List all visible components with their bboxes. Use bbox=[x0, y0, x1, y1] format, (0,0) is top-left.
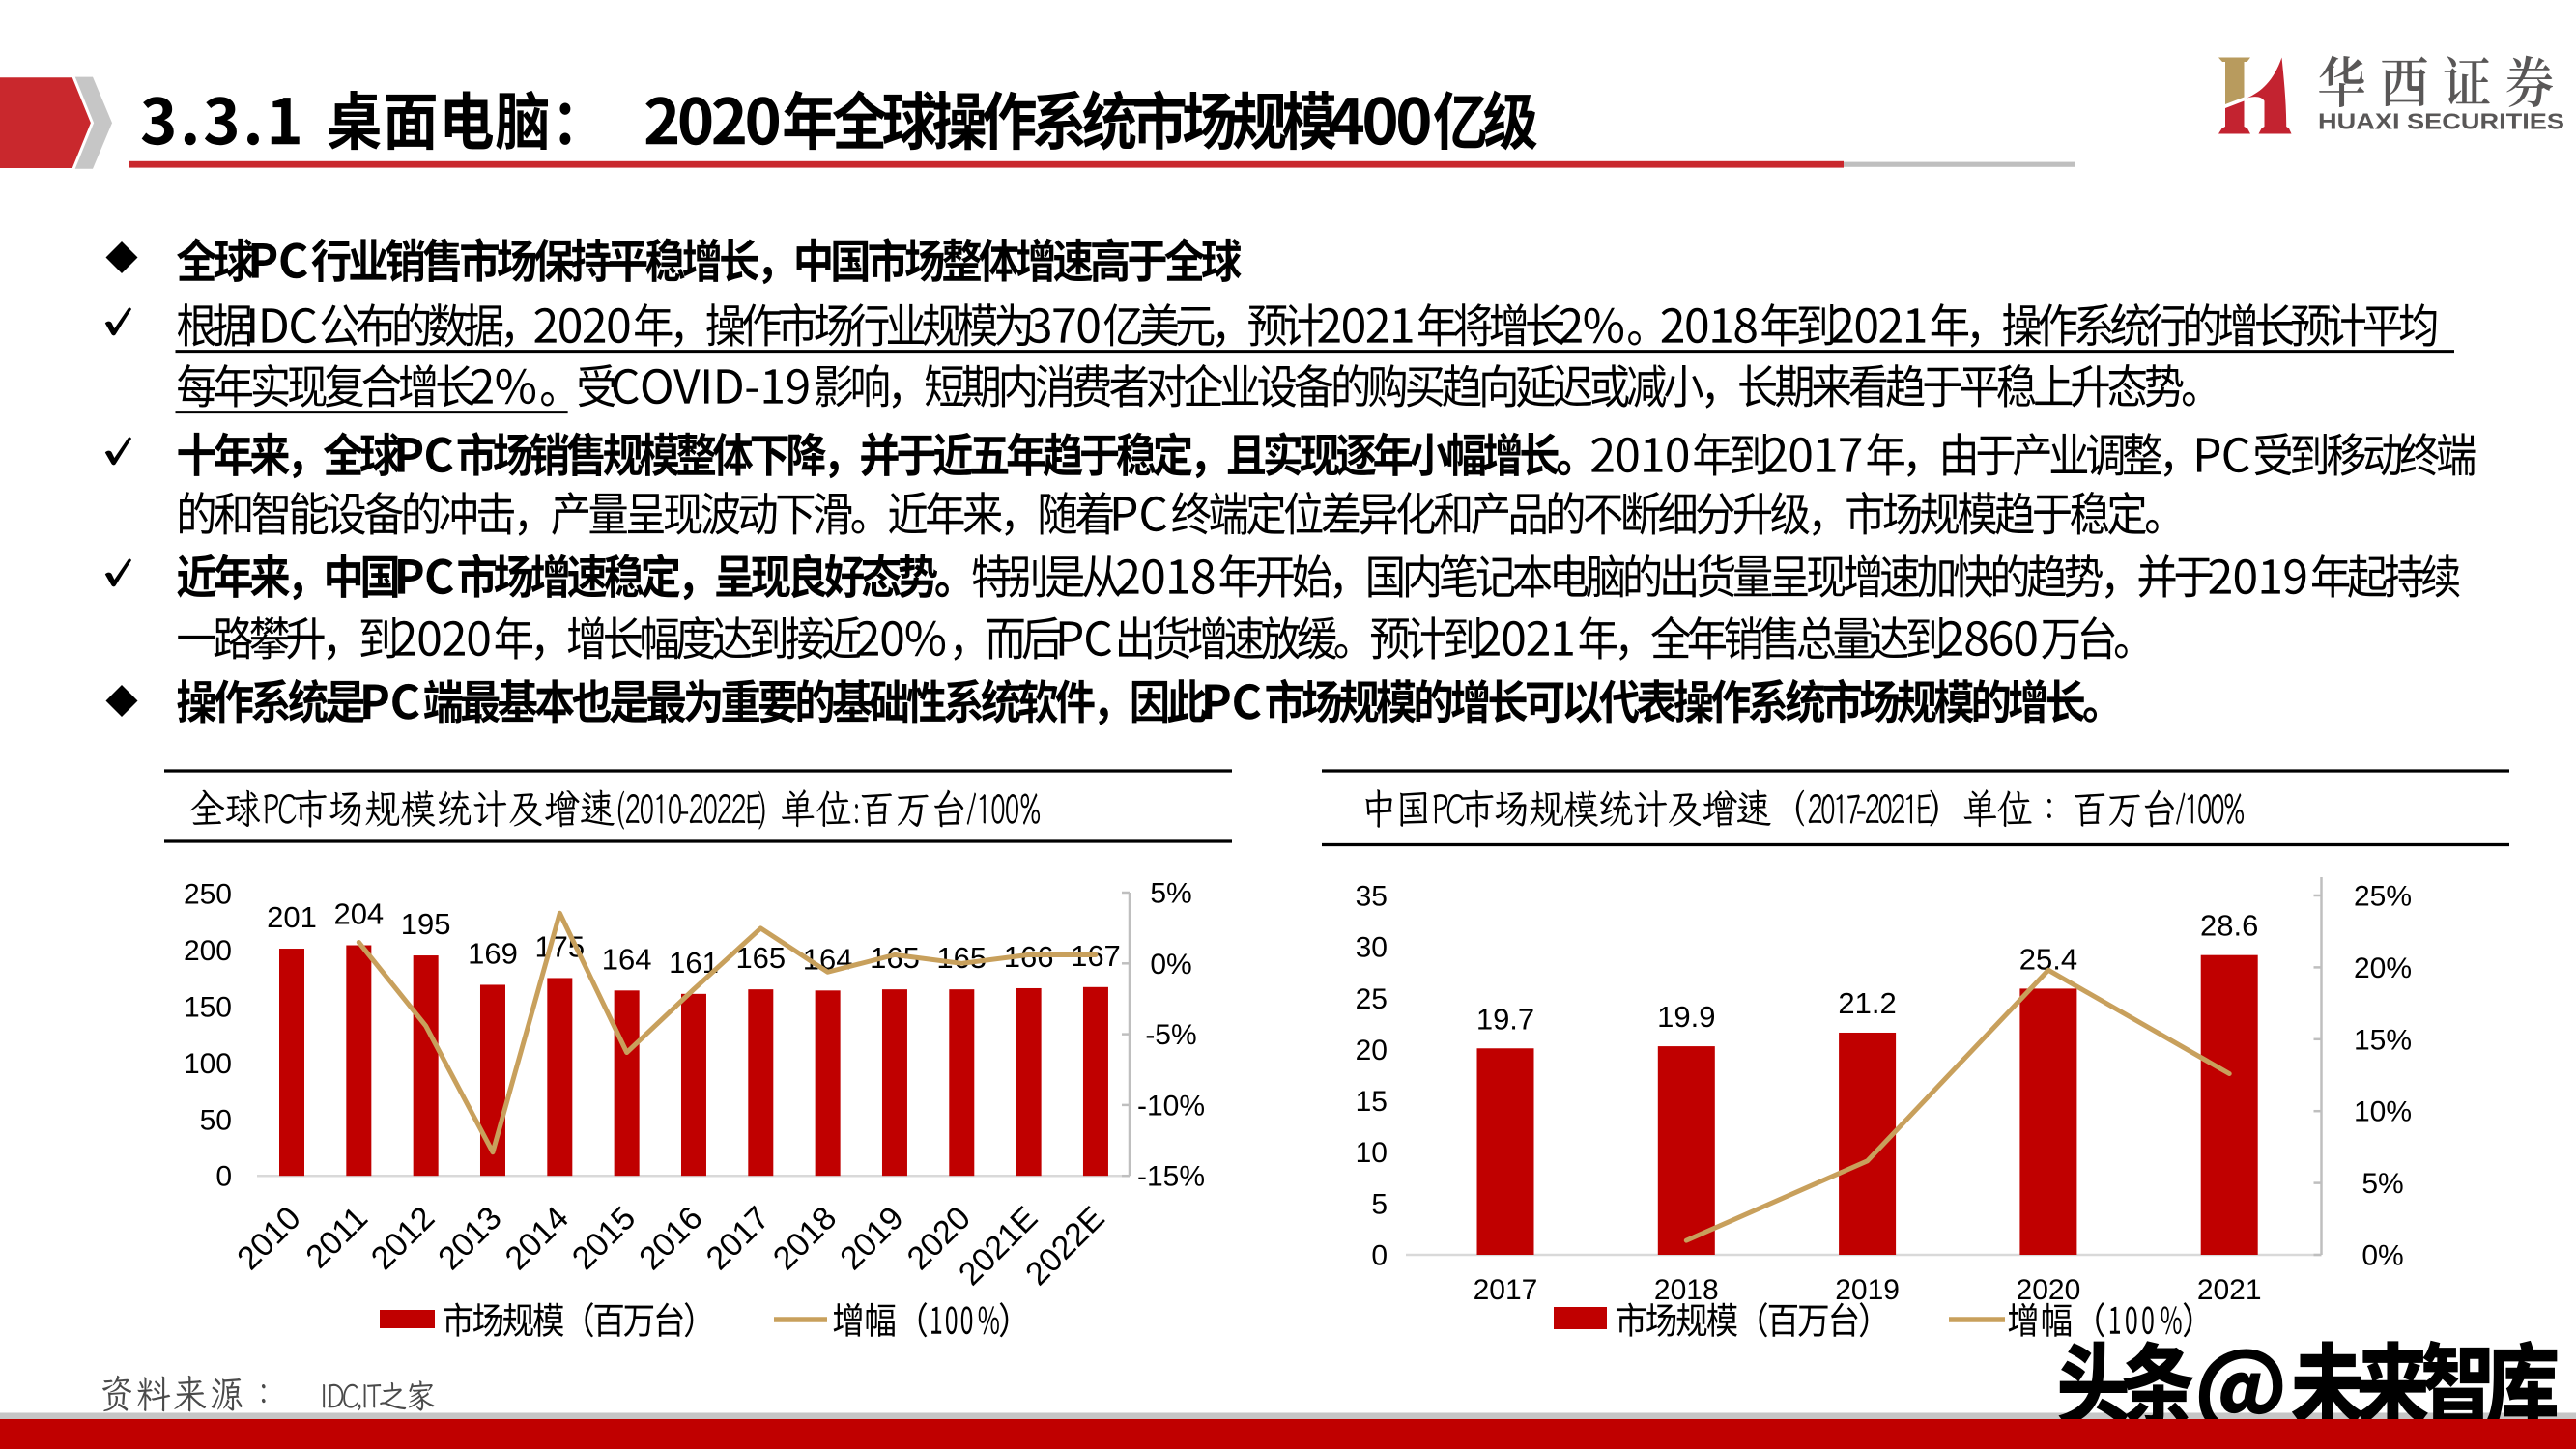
svg-text:169: 169 bbox=[468, 936, 518, 970]
svg-text:204: 204 bbox=[333, 897, 384, 931]
svg-text:2020: 2020 bbox=[2017, 1274, 2081, 1306]
svg-text:2017: 2017 bbox=[1474, 1274, 1538, 1306]
svg-text:0%: 0% bbox=[1150, 949, 1191, 980]
svg-text:-5%: -5% bbox=[1145, 1019, 1196, 1051]
svg-text:21.2: 21.2 bbox=[1838, 986, 1896, 1020]
svg-text:0%: 0% bbox=[2361, 1240, 2403, 1272]
svg-text:165: 165 bbox=[936, 941, 987, 975]
svg-text:20: 20 bbox=[1356, 1035, 1388, 1066]
svg-text:5%: 5% bbox=[1150, 878, 1191, 910]
svg-text:28.6: 28.6 bbox=[2200, 909, 2258, 943]
svg-text:15: 15 bbox=[1356, 1086, 1388, 1118]
svg-text:30: 30 bbox=[1356, 932, 1388, 964]
svg-text:2018: 2018 bbox=[1654, 1274, 1719, 1306]
svg-text:5%: 5% bbox=[2361, 1168, 2403, 1200]
svg-text:100: 100 bbox=[184, 1048, 232, 1080]
svg-text:HUAXI SECURITIES: HUAXI SECURITIES bbox=[2318, 109, 2564, 134]
svg-text:20%: 20% bbox=[2354, 952, 2412, 984]
svg-text:250: 250 bbox=[184, 879, 232, 911]
svg-text:19.9: 19.9 bbox=[1657, 1000, 1715, 1034]
svg-text:0: 0 bbox=[1371, 1239, 1388, 1271]
svg-text:164: 164 bbox=[602, 942, 652, 976]
svg-text:0: 0 bbox=[215, 1161, 232, 1193]
svg-text:15%: 15% bbox=[2354, 1024, 2412, 1056]
svg-text:10%: 10% bbox=[2354, 1096, 2412, 1128]
svg-text:10: 10 bbox=[1356, 1137, 1388, 1169]
svg-text:35: 35 bbox=[1356, 881, 1388, 913]
svg-text:2021: 2021 bbox=[2197, 1274, 2262, 1306]
svg-text:200: 200 bbox=[184, 935, 232, 967]
svg-text:25%: 25% bbox=[2354, 881, 2412, 913]
svg-text:-10%: -10% bbox=[1137, 1090, 1205, 1122]
svg-text:150: 150 bbox=[184, 991, 232, 1023]
svg-text:5: 5 bbox=[1371, 1188, 1388, 1220]
svg-text:-15%: -15% bbox=[1137, 1161, 1205, 1193]
svg-text:50: 50 bbox=[200, 1104, 232, 1136]
svg-text:201: 201 bbox=[267, 900, 317, 934]
svg-text:25: 25 bbox=[1356, 983, 1388, 1015]
svg-text:19.7: 19.7 bbox=[1476, 1002, 1534, 1036]
svg-text:2019: 2019 bbox=[1835, 1274, 1900, 1306]
svg-text:195: 195 bbox=[401, 907, 451, 941]
